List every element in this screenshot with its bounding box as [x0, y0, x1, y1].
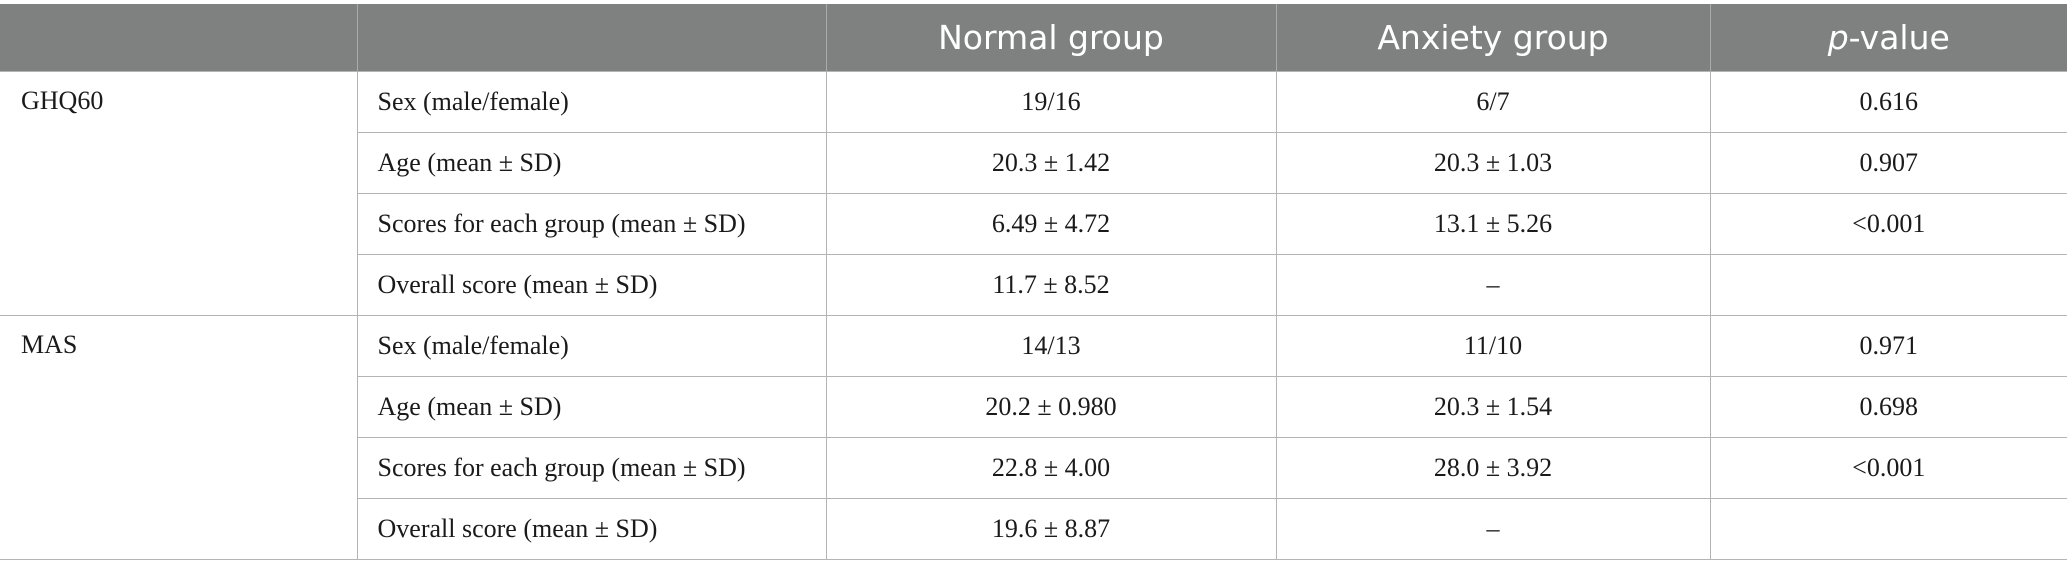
- parameter-cell: Scores for each group (mean ± SD): [356, 193, 827, 255]
- results-table: Normal group Anxiety group p-value GHQ60…: [0, 4, 2067, 560]
- parameter-cell: Age (mean ± SD): [356, 132, 827, 194]
- p-value-cell: <0.001: [1709, 193, 2067, 255]
- anxiety-value-cell: –: [1275, 254, 1711, 316]
- group-label-ghq60: GHQ60: [0, 71, 358, 316]
- normal-value-cell: 19.6 ± 8.87: [825, 498, 1277, 560]
- table-body: GHQ60 Sex (male/female) 19/16 6/7 0.616 …: [0, 71, 2067, 560]
- table-row: Age (mean ± SD) 20.3 ± 1.42 20.3 ± 1.03 …: [0, 132, 2067, 194]
- parameter-cell: Overall score (mean ± SD): [356, 254, 827, 316]
- anxiety-value-cell: 20.3 ± 1.03: [1275, 132, 1711, 194]
- anxiety-value-cell: 13.1 ± 5.26: [1275, 193, 1711, 255]
- parameter-cell: Scores for each group (mean ± SD): [356, 437, 827, 499]
- table-row: GHQ60 Sex (male/female) 19/16 6/7 0.616: [0, 71, 2067, 316]
- header-p-value: p-value: [1709, 4, 2067, 72]
- p-symbol: p: [1827, 18, 1849, 57]
- anxiety-value-cell: 28.0 ± 3.92: [1275, 437, 1711, 499]
- p-value-cell: [1709, 254, 2067, 316]
- table-row: Overall score (mean ± SD) 11.7 ± 8.52 –: [0, 254, 2067, 316]
- header-row: Normal group Anxiety group p-value: [0, 4, 2067, 72]
- group-label-mas: MAS: [0, 315, 358, 560]
- normal-value-cell: 19/16: [825, 71, 1277, 133]
- anxiety-value-cell: 20.3 ± 1.54: [1275, 376, 1711, 438]
- anxiety-value-cell: 11/10: [1275, 315, 1711, 377]
- p-value-cell: <0.001: [1709, 437, 2067, 499]
- parameter-cell: Overall score (mean ± SD): [356, 498, 827, 560]
- anxiety-value-cell: –: [1275, 498, 1711, 560]
- header-parameter-column: [356, 4, 826, 72]
- p-value-cell: 0.698: [1709, 376, 2067, 438]
- table-row: Overall score (mean ± SD) 19.6 ± 8.87 –: [0, 498, 2067, 560]
- p-value-cell: 0.907: [1709, 132, 2067, 194]
- p-value-suffix: -value: [1848, 18, 1950, 57]
- normal-value-cell: 6.49 ± 4.72: [825, 193, 1277, 255]
- normal-value-cell: 11.7 ± 8.52: [825, 254, 1277, 316]
- normal-value-cell: 14/13: [825, 315, 1277, 377]
- anxiety-value-cell: 6/7: [1275, 71, 1711, 133]
- parameter-cell: Sex (male/female): [356, 315, 827, 377]
- header-group-column: [0, 4, 357, 72]
- table-header: Normal group Anxiety group p-value: [0, 4, 2067, 72]
- header-anxiety-group: Anxiety group: [1275, 4, 1710, 72]
- normal-value-cell: 20.2 ± 0.980: [825, 376, 1277, 438]
- p-value-cell: 0.616: [1709, 71, 2067, 133]
- normal-value-cell: 20.3 ± 1.42: [825, 132, 1277, 194]
- table-row: Scores for each group (mean ± SD) 22.8 ±…: [0, 437, 2067, 499]
- normal-value-cell: 22.8 ± 4.00: [825, 437, 1277, 499]
- p-value-cell: [1709, 498, 2067, 560]
- parameter-cell: Sex (male/female): [356, 71, 827, 133]
- parameter-cell: Age (mean ± SD): [356, 376, 827, 438]
- table-row: Scores for each group (mean ± SD) 6.49 ±…: [0, 193, 2067, 255]
- header-normal-group: Normal group: [825, 4, 1276, 72]
- table-row: MAS Sex (male/female) 14/13 11/10 0.971: [0, 315, 2067, 560]
- p-value-cell: 0.971: [1709, 315, 2067, 377]
